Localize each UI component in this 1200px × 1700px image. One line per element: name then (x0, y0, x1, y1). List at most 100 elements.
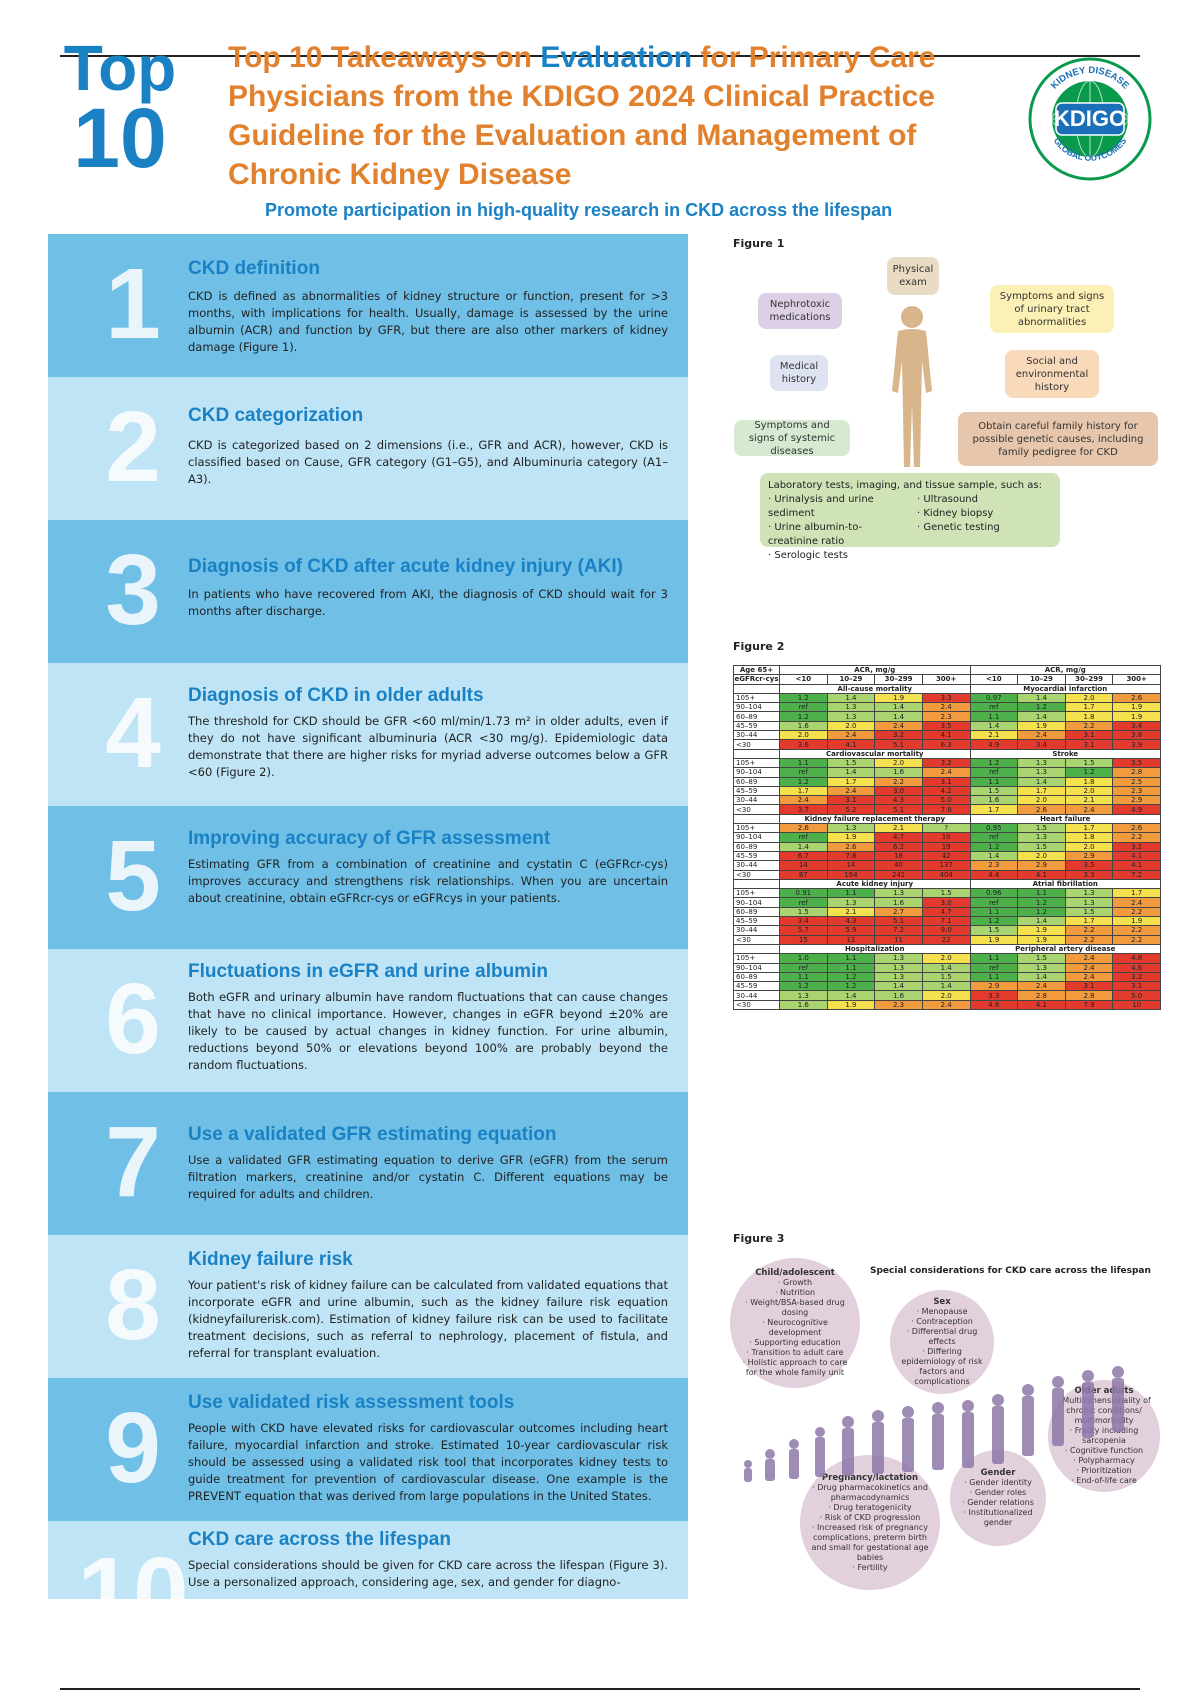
takeaway-number: 9 (105, 1392, 161, 1504)
egfr-row-label: 90–104 (733, 702, 780, 713)
risk-cell: 3.3 (969, 990, 1019, 1001)
risk-cell: 1.9 (969, 934, 1019, 945)
takeaway-number: 8 (105, 1249, 161, 1361)
egfr-row-label: 60–89 (733, 711, 780, 722)
child-item: · Neurocognitive development (762, 1318, 828, 1337)
risk-cell: 1.9 (826, 832, 876, 843)
takeaway-text: In patients who have recovered from AKI,… (188, 587, 668, 618)
table-row: 45–59 3.4 4.3 5.1 7.1 1.2 1.4 1.7 1.9 (733, 915, 1161, 927)
risk-cell: 1.3 (1064, 897, 1114, 908)
egfr-row-label: 45–59 (733, 720, 780, 732)
pregnancy-item: · Drug pharmacokinetics and pharmacodyna… (812, 1482, 928, 1502)
figure-1: Physical exam Nephrotoxic medications Me… (730, 255, 1160, 561)
risk-cell: 2.2 (1064, 720, 1114, 732)
risk-cell: 241 (874, 869, 923, 880)
risk-cell: 1.3 (874, 953, 923, 964)
pregnancy-item: · Fertility (852, 1562, 888, 1572)
takeaway-number: 6 (105, 963, 161, 1075)
lab-item: · Urinalysis and urine sediment (768, 494, 874, 519)
risk-cell: 4.1 (1017, 999, 1066, 1011)
older-title: Older adults (1074, 1386, 1134, 1396)
risk-cell: 1.6 (779, 999, 828, 1011)
risk-cell: 164 (826, 869, 876, 880)
risk-cell: 1.4 (826, 767, 876, 778)
risk-cell: 5.9 (826, 925, 876, 936)
risk-cell: 1.4 (1017, 915, 1066, 927)
risk-cell: 5.1 (874, 804, 923, 815)
figure-3-label: Figure 3 (733, 1232, 785, 1245)
egfr-row-label: 105+ (733, 757, 780, 769)
acr-col: 30–299 (874, 674, 923, 685)
risk-cell: 3.1 (1112, 981, 1161, 992)
risk-cell: 1.4 (921, 962, 971, 973)
older-adults-circle: Older adults · Multidimensionality of ch… (1048, 1380, 1160, 1492)
risk-cell: 3.5 (1112, 757, 1161, 769)
risk-cell: 1.3 (1017, 767, 1066, 778)
family-history-bubble: Obtain careful family history for possib… (958, 412, 1158, 466)
risk-cell: 3.1 (1064, 730, 1114, 741)
egfr-row-label: 30–44 (733, 730, 780, 741)
risk-cell: 7.2 (1112, 869, 1161, 880)
risk-cell: 1.4 (1017, 692, 1066, 704)
takeaway-text: Special considerations should be given f… (188, 1558, 668, 1589)
outcome-label: Acute kidney injury (779, 878, 971, 890)
egfr-row-label: 90–104 (733, 897, 780, 908)
takeaway-10: 10 CKD care across the lifespan Special … (48, 1521, 688, 1599)
risk-cell: 1.5 (826, 757, 876, 769)
risk-table: Age 65+ ACR, mg/g ACR, mg/g eGFRcr-cys <… (733, 664, 1161, 1011)
risk-cell: 7.8 (826, 850, 876, 862)
takeaway-2: 2 CKD categorization CKD is categorized … (48, 377, 688, 520)
risk-cell: 3.2 (921, 757, 971, 769)
risk-cell: 4.9 (1112, 804, 1161, 815)
sex-item: · Menopause (916, 1307, 968, 1316)
risk-cell: 4.7 (921, 906, 971, 918)
risk-cell: 7.8 (921, 804, 971, 815)
risk-cell: 10 (1112, 999, 1161, 1011)
gender-item: · Gender identity (964, 1478, 1032, 1487)
age-label: Age 65+ (733, 664, 780, 676)
risk-cell: 4.8 (969, 999, 1019, 1011)
risk-cell: 1.2 (779, 776, 828, 787)
table-row: 45–59 1.7 2.4 3.0 4.2 1.5 1.7 2.0 2.3 (733, 785, 1161, 797)
risk-cell: 1.2 (779, 692, 828, 704)
risk-cell: 2.4 (826, 730, 876, 741)
risk-cell: 4.1 (1112, 860, 1161, 871)
older-item: · Prioritization (1076, 1466, 1132, 1475)
kdigo-logo: KDIGO KIDNEY DISEASE GLOBAL OUTCOMES (1028, 57, 1152, 181)
risk-cell: 7.9 (1064, 999, 1114, 1011)
risk-cell: 1.4 (874, 981, 923, 992)
risk-cell: 2.2 (1112, 934, 1161, 945)
risk-cell: 1.9 (826, 999, 876, 1011)
table-row: 105+ 1.1 1.5 2.0 3.2 1.2 1.3 1.5 3.5 (733, 757, 1161, 769)
risk-cell: ref (969, 832, 1019, 843)
risk-cell: 1.2 (826, 971, 876, 983)
risk-cell: 3.6 (779, 739, 828, 750)
risk-cell: 1.5 (969, 785, 1019, 797)
risk-cell: 3.4 (1017, 739, 1066, 750)
risk-cell: 1.5 (921, 971, 971, 983)
ten-word: 10 (73, 90, 167, 185)
risk-cell: 1.7 (1064, 915, 1114, 927)
risk-cell: 1.1 (826, 888, 876, 899)
sex-item: · Contraception (911, 1317, 973, 1326)
egfr-row-label: 105+ (733, 692, 780, 704)
table-row: 105+ 1.2 1.4 1.9 3.3 0.97 1.4 2.0 2.6 (733, 692, 1161, 704)
risk-cell: 4.7 (874, 832, 923, 843)
outcome-label: Cardiovascular mortality (779, 748, 971, 759)
section-row-blank (733, 748, 780, 759)
risk-cell: 2.0 (921, 953, 971, 964)
risk-cell: 2.4 (1112, 897, 1161, 908)
risk-cell: 1.1 (826, 962, 876, 973)
risk-cell: ? (921, 823, 971, 834)
section-row-blank (733, 878, 780, 890)
risk-cell: 1.9 (1112, 711, 1161, 722)
risk-cell: 1.4 (826, 692, 876, 704)
takeaway-heading: CKD care across the lifespan (188, 1529, 451, 1550)
risk-cell: 1.1 (1017, 888, 1066, 899)
takeaway-number: 1 (105, 248, 161, 360)
egfr-row-label: 45–59 (733, 981, 780, 992)
risk-cell: 4.4 (969, 869, 1019, 880)
pregnancy-item: · Risk of CKD progression (819, 1512, 921, 1522)
sex-circle: Sex · Menopause · Contraception · Differ… (890, 1290, 994, 1394)
risk-cell: 2.1 (874, 823, 923, 834)
